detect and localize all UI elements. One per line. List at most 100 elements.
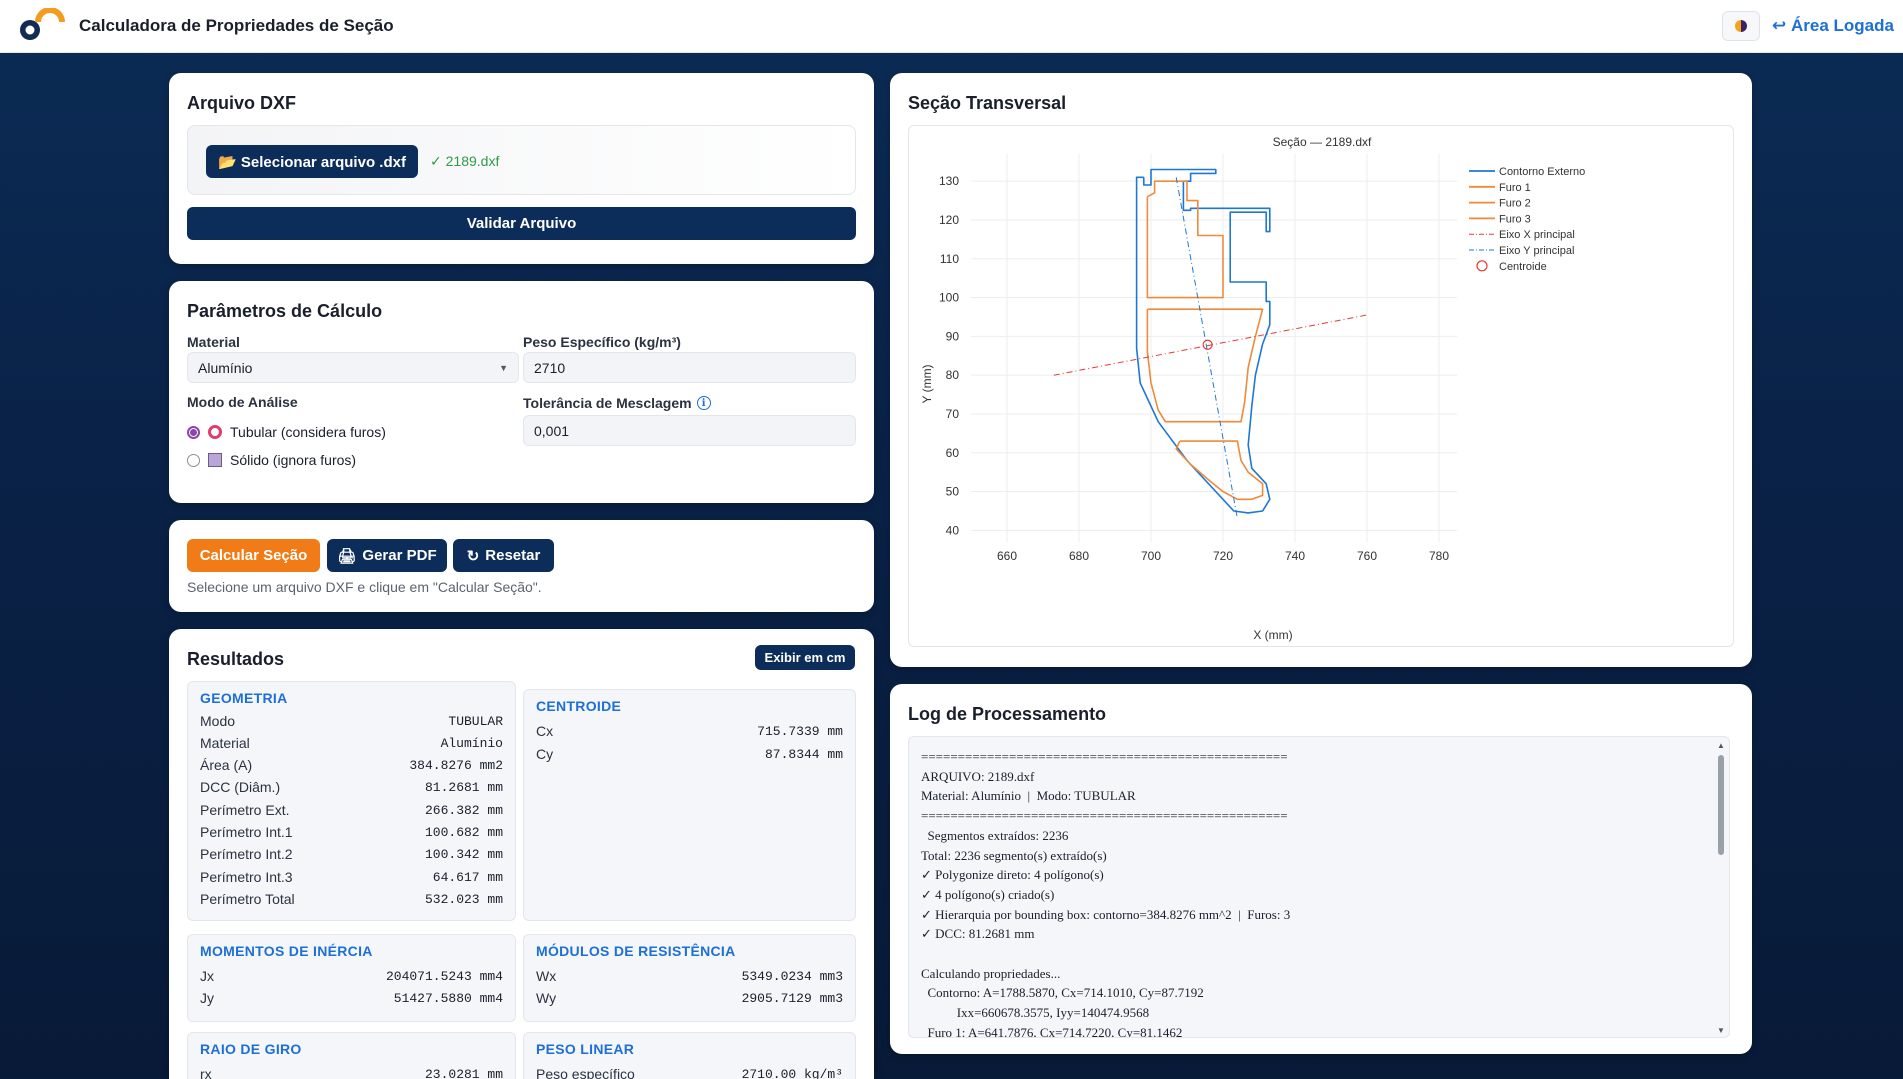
file-picker-box: 📂 Selecionar arquivo .dxf ✓ 2189.dxf [187, 125, 856, 195]
section-card-title: Seção Transversal [908, 93, 1067, 113]
result-row: DCC (Diâm.) 81.2681 mm [200, 776, 503, 798]
log-line: ========================================… [921, 808, 1288, 824]
legend-label: Contorno Externo [1499, 166, 1585, 178]
result-key: Material [200, 735, 250, 751]
chevron-down-icon: ▼ [499, 362, 508, 373]
momentos-title: MOMENTOS DE INÉRCIA [200, 943, 373, 959]
log-text: ========================================… [921, 747, 1291, 1037]
file-status: ✓ 2189.dxf [430, 153, 500, 169]
generate-pdf-button[interactable]: 🖨 Gerar PDF [327, 539, 447, 572]
x-tick-label: 720 [1213, 549, 1233, 563]
params-card-title: Parâmetros de Cálculo [187, 301, 383, 321]
furo-1-line [1146, 180, 1224, 299]
modulos-box: MÓDULOS DE RESISTÊNCIA Wx 5349.0234 mm3 W… [523, 934, 856, 1022]
validate-file-button[interactable]: Validar Arquivo [187, 207, 856, 240]
y-tick-label: 130 [939, 174, 959, 188]
result-value: 384.8276 mm2 [409, 757, 503, 773]
result-value: 715.7339 mm [757, 723, 843, 739]
peso-input[interactable]: 2710 [523, 352, 856, 383]
y-tick-label: 90 [946, 329, 960, 343]
log-line: Calculando propriedades... [921, 965, 1061, 981]
peso-linear-box: PESO LINEAR Peso específico 2710.00 kg/m³ [523, 1032, 856, 1079]
x-tick-label: 680 [1069, 549, 1089, 563]
result-row: Wx 5349.0234 mm3 [536, 965, 843, 987]
legend-label: Furo 2 [1499, 198, 1531, 210]
theme-toggle-button[interactable] [1722, 11, 1760, 41]
log-scrollbar[interactable]: ▲ ▼ [1716, 741, 1726, 1035]
chart-title: Seção — 2189.dxf [1273, 135, 1372, 149]
result-key: Modo [200, 713, 236, 729]
result-key: Jx [200, 968, 214, 984]
app-logo [20, 8, 65, 40]
geometria-box: GEOMETRIA Modo TUBULAR Material Alumínio Á… [187, 681, 516, 921]
y-tick-label: 80 [946, 368, 960, 382]
legend-label: Eixo Y principal [1499, 245, 1574, 257]
actions-card: Calcular Seção 🖨 Gerar PDF ↻ Resetar Sel… [169, 520, 874, 612]
tolerancia-input[interactable]: 0,001 [523, 415, 856, 446]
result-row: Cx 715.7339 mm [536, 720, 843, 742]
top-bar: Calculadora de Propriedades de Seção ↩ Á… [0, 0, 1903, 53]
dxf-card-title: Arquivo DXF [187, 93, 297, 113]
result-key: Jy [200, 990, 214, 1006]
legend-label: Furo 3 [1499, 213, 1531, 225]
calc-section-button[interactable]: Calcular Seção [187, 539, 320, 572]
result-row: Peso específico 2710.00 kg/m³ [536, 1063, 843, 1079]
radio-tubular-dot[interactable] [187, 425, 200, 439]
chart-frame: 660 680 700 720 740 760 780 40 50 60 70 80 90 100 110 1… [908, 125, 1734, 647]
material-value: Alumínio [198, 359, 253, 376]
centroide-marker [1202, 339, 1213, 350]
radio-tubular[interactable]: Tubular (considera furos) [187, 422, 386, 442]
result-value: 2710.00 kg/m³ [741, 1066, 843, 1079]
legend-label: Centroide [1499, 261, 1547, 273]
eixo-y-principal-line [1175, 177, 1238, 519]
result-key: Perímetro Int.3 [200, 869, 293, 885]
legend-label: Eixo X principal [1499, 229, 1575, 241]
radio-solido-dot[interactable] [187, 453, 200, 467]
generate-pdf-label: Gerar PDF [362, 547, 437, 564]
y-tick-label: 120 [939, 213, 959, 227]
reset-button[interactable]: ↻ Resetar [453, 539, 554, 572]
results-card: Resultados Exibir em cm GEOMETRIA Modo TU… [169, 629, 874, 1079]
raio-title: RAIO DE GIRO [200, 1041, 302, 1057]
area-logada-link[interactable]: ↩ Área Logada [1772, 16, 1894, 35]
log-line: ARQUIVO: 2189.dxf [921, 768, 1035, 784]
result-key: Área (A) [200, 757, 253, 773]
select-dxf-button[interactable]: 📂 Selecionar arquivo .dxf [206, 145, 418, 178]
log-card: Log de Processamento ===================… [890, 684, 1752, 1054]
ring-icon [208, 425, 222, 439]
radio-solido[interactable]: Sólido (ignora furos) [187, 450, 356, 470]
params-card: Parâmetros de Cálculo Material Alumínio … [169, 281, 874, 503]
reset-icon: ↻ [466, 547, 480, 565]
reset-label: Resetar [485, 547, 541, 564]
log-line: ✓ Hierarquia por bounding box: contorno=… [921, 906, 1291, 922]
result-row: Perímetro Int.3 64.617 mm [200, 866, 503, 888]
scroll-up-icon[interactable]: ▲ [1717, 741, 1725, 750]
furo-3-line [1175, 440, 1264, 501]
contorno-externo-line [1135, 168, 1271, 514]
peso-label: Peso Específico (kg/m³) [523, 334, 681, 350]
result-row: Wy 2905.7129 mm3 [536, 987, 843, 1009]
result-value: 266.382 mm [424, 802, 503, 818]
x-tick-label: 780 [1429, 549, 1449, 563]
peso-linear-title: PESO LINEAR [536, 1041, 635, 1057]
log-box[interactable]: ========================================… [908, 736, 1730, 1038]
result-value: 23.0281 mm [424, 1066, 503, 1079]
section-chart[interactable]: 660 680 700 720 740 760 780 40 50 60 70 80 90 100 110 1… [909, 126, 1735, 648]
result-key: DCC (Diâm.) [200, 779, 281, 795]
result-row: Material Alumínio [200, 732, 503, 754]
centroide-box: CENTROIDE Cx 715.7339 mm Cy 87.8344 mm [523, 689, 856, 921]
info-icon[interactable]: i [696, 396, 711, 410]
material-select[interactable]: Alumínio ▼ [187, 352, 519, 383]
result-row: Perímetro Int.1 100.682 mm [200, 821, 503, 843]
actions-hint: Selecione um arquivo DXF e clique em "Ca… [187, 579, 542, 595]
result-row: Jx 204071.5243 mm4 [200, 965, 503, 987]
result-value: 100.682 mm [424, 824, 503, 840]
result-value: Alumínio [440, 735, 503, 751]
scroll-down-icon[interactable]: ▼ [1717, 1026, 1725, 1035]
scroll-thumb[interactable] [1718, 755, 1724, 855]
log-line: ✓ DCC: 81.2681 mm [921, 926, 1035, 942]
result-value: 87.8344 mm [764, 746, 843, 762]
result-key: Wx [536, 968, 557, 984]
log-line: ========================================… [921, 749, 1288, 764]
toggle-cm-button[interactable]: Exibir em cm [755, 645, 855, 670]
